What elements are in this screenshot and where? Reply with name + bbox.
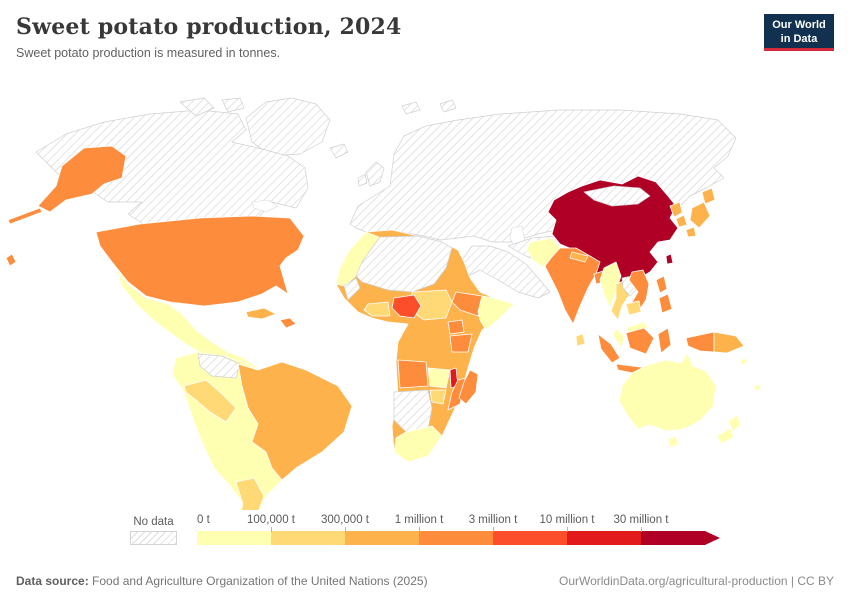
country-united-kingdom[interactable] xyxy=(365,161,385,187)
novaya-zemlya[interactable] xyxy=(439,99,457,113)
country-zambia[interactable] xyxy=(427,367,451,389)
legend-tick-1 xyxy=(271,527,272,532)
country-venezuela[interactable] xyxy=(197,353,241,379)
owid-logo-line2: in Data xyxy=(780,32,818,45)
western-sahara-nodata[interactable] xyxy=(343,277,361,301)
country-united-states[interactable] xyxy=(7,145,305,307)
country-tanzania[interactable] xyxy=(449,333,473,353)
owid-logo-line1: Our World xyxy=(772,18,826,31)
country-ghana-cotedivoire[interactable] xyxy=(363,301,391,317)
legend-scale: 0 t 100,000 t 300,000 t 1 million t 3 millio… xyxy=(197,514,720,545)
country-greenland[interactable] xyxy=(245,97,331,157)
country-uganda[interactable] xyxy=(447,319,465,335)
chart-title: Sweet potato production, 2024 xyxy=(16,14,402,40)
legend-bin-label-2: 300,000 t xyxy=(321,514,369,526)
legend-arrow xyxy=(705,531,720,545)
country-brazil[interactable] xyxy=(237,361,353,481)
legend-bin-label-6: 30 million t xyxy=(613,514,669,526)
data-source-label: Data source: xyxy=(16,574,89,588)
country-cuba[interactable] xyxy=(245,307,277,320)
country-north-korea[interactable] xyxy=(669,201,683,218)
country-somalia[interactable] xyxy=(477,295,515,331)
legend-bin-label-5: 10 million t xyxy=(539,514,595,526)
chart-footer: Data source: Food and Agriculture Organi… xyxy=(0,574,850,588)
legend-bin-6[interactable] xyxy=(641,531,705,545)
arctic-islands-2[interactable] xyxy=(221,97,245,113)
legend-bin-label-3: 1 million t xyxy=(394,514,444,526)
pacific-islands[interactable] xyxy=(739,357,761,392)
country-madagascar[interactable] xyxy=(458,369,479,405)
chart-subtitle: Sweet potato production is measured in t… xyxy=(16,46,281,61)
country-philippines[interactable] xyxy=(655,275,673,314)
arctic-islands[interactable] xyxy=(179,97,215,117)
world-map xyxy=(0,90,850,510)
legend-tick-4 xyxy=(493,527,494,532)
country-cambodia[interactable] xyxy=(625,300,642,316)
legend-tick-6 xyxy=(641,527,642,532)
legend-bin-2[interactable] xyxy=(345,531,419,545)
country-zimbabwe[interactable] xyxy=(429,389,447,405)
legend-bin-4[interactable] xyxy=(493,531,567,545)
footer-link[interactable]: OurWorldinData.org/agricultural-producti… xyxy=(558,574,834,588)
legend-tick-2 xyxy=(345,527,346,532)
country-sri-lanka[interactable] xyxy=(575,333,586,347)
country-nepal[interactable] xyxy=(569,251,589,263)
owid-logo[interactable]: Our World in Data xyxy=(764,14,834,51)
legend-bin-1[interactable] xyxy=(271,531,345,545)
country-peru[interactable] xyxy=(183,379,237,423)
country-mozambique[interactable] xyxy=(447,377,467,411)
legend-tick-5 xyxy=(567,527,568,532)
country-haiti-dominican[interactable] xyxy=(279,317,297,329)
legend-bin-label-0: 0 t xyxy=(197,514,210,526)
legend-bin-5[interactable] xyxy=(567,531,641,545)
data-source: Data source: Food and Agriculture Organi… xyxy=(16,574,428,588)
country-south-africa[interactable] xyxy=(393,425,443,463)
legend-no-data[interactable]: No data xyxy=(130,516,177,545)
chart-header: Sweet potato production, 2024 Sweet pota… xyxy=(16,14,834,60)
country-malaysia[interactable] xyxy=(612,321,649,349)
country-papua-new-guinea[interactable] xyxy=(713,331,745,354)
country-hawaii[interactable] xyxy=(5,253,17,267)
svalbard[interactable] xyxy=(401,101,421,115)
country-taiwan[interactable] xyxy=(665,253,674,265)
legend-tick-3 xyxy=(419,527,420,532)
country-argentina[interactable] xyxy=(231,477,265,510)
country-pakistan[interactable] xyxy=(526,237,561,268)
legend-no-data-label: No data xyxy=(133,516,174,528)
country-ireland[interactable] xyxy=(357,173,368,187)
choropleth-svg xyxy=(5,97,761,510)
country-iceland[interactable] xyxy=(329,143,349,159)
arabia-nodata[interactable] xyxy=(461,245,551,299)
owid-logo-accent-bar xyxy=(764,48,834,51)
country-india[interactable] xyxy=(544,247,601,325)
map-legend: No data 0 t 100,000 t 300,000 t 1 million t… xyxy=(130,514,720,545)
country-new-zealand[interactable] xyxy=(716,414,742,445)
legend-bin-3[interactable] xyxy=(419,531,493,545)
legend-bin-0[interactable] xyxy=(197,531,271,545)
great-lakes xyxy=(251,199,279,213)
data-source-text: Food and Agriculture Organization of the… xyxy=(88,574,428,588)
legend-no-data-swatch[interactable] xyxy=(130,531,177,545)
namibia-botswana-nodata[interactable] xyxy=(393,389,433,433)
legend-bin-label-1: 100,000 t xyxy=(247,514,295,526)
country-japan[interactable] xyxy=(685,187,716,238)
country-nigeria[interactable] xyxy=(391,294,422,319)
country-myanmar[interactable] xyxy=(599,261,622,309)
legend-scale-labels: 0 t 100,000 t 300,000 t 1 million t 3 millio… xyxy=(197,514,705,532)
country-angola[interactable] xyxy=(397,359,429,389)
country-south-korea[interactable] xyxy=(675,214,688,228)
country-australia[interactable] xyxy=(618,352,717,448)
legend-bar xyxy=(197,531,720,545)
country-mongolia[interactable] xyxy=(583,185,651,207)
legend-bin-label-4: 3 million t xyxy=(468,514,518,526)
